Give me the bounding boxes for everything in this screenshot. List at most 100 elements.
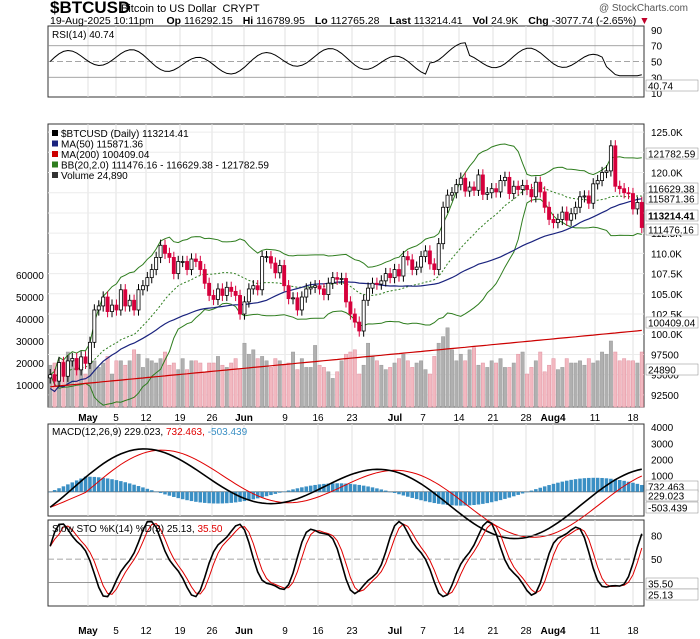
macd-hist-bar — [74, 480, 79, 492]
candle-body — [520, 185, 525, 190]
macd-label-part: MACD(12,26,9) — [52, 427, 124, 438]
candle-body — [405, 256, 410, 261]
sto-tick-label: 50 — [651, 555, 663, 566]
last-label: Last — [389, 15, 411, 27]
x-axis-label-bottom: 12 — [140, 626, 152, 637]
macd-hist-bar — [613, 479, 618, 492]
volume-bar — [269, 367, 273, 408]
macd-hist-bar — [595, 477, 600, 492]
sto-k-value-box — [645, 588, 699, 601]
volume-bar — [282, 364, 287, 408]
macd-tick-label: 3000 — [651, 439, 674, 450]
volume-bar — [136, 353, 141, 408]
x-axis-label-bottom: Aug4 — [541, 626, 566, 637]
legend-swatch — [52, 151, 58, 157]
candle-body — [233, 290, 238, 296]
volume-bar — [419, 360, 423, 408]
candle-body — [299, 296, 304, 311]
volume-bar — [441, 336, 446, 408]
volume-bar — [286, 362, 291, 408]
macd-hist-bar — [189, 491, 194, 502]
candle-body — [458, 177, 463, 186]
candle-body — [207, 282, 212, 296]
candle-body — [626, 192, 631, 195]
legend-text: $BTCUSD (Daily) 113214.41 — [61, 129, 189, 140]
macd-hist-bar — [92, 476, 97, 492]
macd-hist-bar — [516, 491, 520, 495]
down-arrow-icon: ▼ — [639, 15, 650, 27]
sto-d-value-text: 35.50 — [648, 580, 673, 591]
volume-bar — [476, 364, 481, 408]
volume-bar — [569, 362, 574, 408]
candle-body — [260, 256, 265, 291]
candle-body — [282, 265, 287, 287]
macd-hist-bar — [61, 486, 66, 492]
candle-body — [198, 261, 203, 270]
symbol-name: Bitcoin to US Dollar — [121, 3, 217, 15]
candle-body — [511, 185, 516, 194]
macd-hist-bar — [344, 483, 348, 492]
volume-bar — [485, 367, 490, 408]
candle-body — [57, 362, 61, 382]
candle-body — [538, 181, 543, 193]
bb-upper-line — [49, 143, 642, 376]
volume-bar — [379, 364, 384, 408]
macd-hist-bar — [295, 488, 300, 492]
macd-hist-bar — [582, 478, 587, 492]
candle-body — [158, 244, 163, 258]
volume-bar — [167, 364, 172, 408]
volume-bar — [211, 362, 216, 408]
macd-hist-bar — [578, 478, 582, 492]
volume-bar — [560, 367, 565, 408]
candle-body — [255, 285, 260, 291]
rsi-tick-label: 90 — [651, 26, 663, 37]
volume-bar — [189, 360, 194, 408]
macd-hist-bar — [626, 481, 631, 492]
sto-label-part: 35.50 — [197, 524, 222, 535]
macd-hist-bar — [127, 483, 132, 492]
bb-mid-text: 116629.38 — [648, 185, 695, 196]
legend-swatch — [52, 140, 58, 147]
volume-bar — [454, 360, 459, 408]
macd-hist-bar — [149, 490, 154, 492]
legend-text: MA(50) 115871.36 — [61, 140, 144, 151]
macd-hist-value-text: -503.439 — [648, 504, 688, 515]
volume-bar — [516, 353, 521, 408]
volume-bar — [101, 362, 106, 408]
ma200-line — [50, 329, 642, 388]
candle-body — [251, 285, 256, 290]
volume-bar — [551, 358, 556, 408]
volume-bar — [613, 351, 618, 408]
candle-body — [463, 177, 468, 192]
macd-hist-bar — [419, 491, 423, 501]
x-axis-label-mid: 9 — [282, 413, 288, 424]
volume-bar — [114, 360, 119, 408]
price-tick-label: 125.0K — [651, 128, 683, 139]
volume-tick-label: 30000 — [16, 337, 44, 348]
macd-hist-bar — [167, 491, 172, 496]
bb-upper-text: 121782.59 — [648, 150, 696, 161]
volume-bar — [639, 351, 644, 408]
candle-body — [476, 174, 481, 191]
last-price-box — [645, 209, 699, 222]
macd-hist-bar — [282, 491, 286, 493]
candle-body — [423, 250, 428, 258]
symbol: $BTCUSD — [50, 0, 131, 17]
macd-hist-bar — [489, 491, 494, 503]
macd-hist-value-box — [645, 501, 699, 514]
ma50-text: 115871.36 — [648, 195, 695, 206]
volume-bar — [405, 360, 410, 408]
macd-hist-bar — [278, 491, 282, 493]
macd-hist-bar — [436, 491, 441, 504]
candle-body — [467, 186, 472, 192]
volume-bar — [238, 369, 242, 408]
quote-date: 19-Aug-2025 10:11pm — [50, 15, 154, 27]
candle-body — [96, 305, 101, 311]
macd-hist-bar — [472, 491, 476, 506]
volume-bar — [626, 360, 631, 408]
chg-value: -3077.74 (-2.65%) — [551, 15, 637, 27]
volume-bar — [467, 349, 472, 408]
candle-body — [118, 289, 123, 311]
macd-hist-bar — [300, 487, 304, 492]
